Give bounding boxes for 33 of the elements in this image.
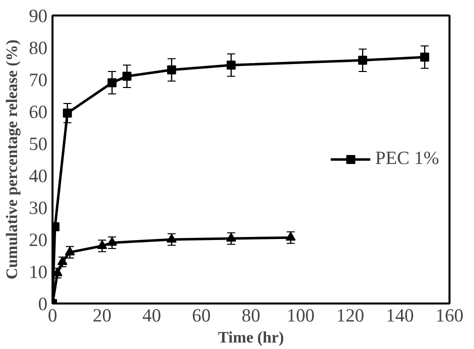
x-tick-label: 40: [142, 306, 162, 326]
point: [62, 108, 72, 118]
point: [64, 246, 75, 256]
y-tick-label: 10: [28, 262, 48, 283]
y-tick-label: 30: [28, 198, 48, 219]
point: [226, 60, 236, 70]
point: [108, 78, 117, 88]
point: [358, 56, 368, 65]
y-tick-label: 20: [28, 230, 48, 251]
y-tick-label: 40: [28, 166, 48, 187]
point: [420, 52, 430, 62]
point: [97, 240, 108, 249]
y-axis-title: Cumulative percentage release (%): [4, 40, 21, 280]
x-tick-label: 160: [436, 306, 464, 326]
point: [166, 234, 177, 243]
point: [226, 232, 236, 242]
x-axis-title: Time (hr): [218, 330, 284, 346]
y-tick-label: 80: [28, 38, 48, 59]
x-tick-label: 20: [92, 306, 112, 326]
point: [122, 72, 132, 81]
x-tick-label: 100: [286, 306, 315, 326]
x-tick-label: 60: [192, 306, 211, 326]
point: [286, 232, 296, 241]
x-tick-label: 120: [336, 306, 364, 326]
y-tick-label: 70: [28, 70, 48, 91]
y-tick-label: 90: [28, 6, 48, 27]
y-tick-label: 60: [28, 102, 48, 123]
x-tick-label: 80: [242, 306, 260, 326]
point: [107, 237, 118, 246]
x-tick-label: 140: [386, 306, 414, 326]
point: [167, 65, 176, 74]
y-tick-label: 50: [28, 134, 48, 155]
legend-label: PEC 1%: [375, 148, 439, 170]
